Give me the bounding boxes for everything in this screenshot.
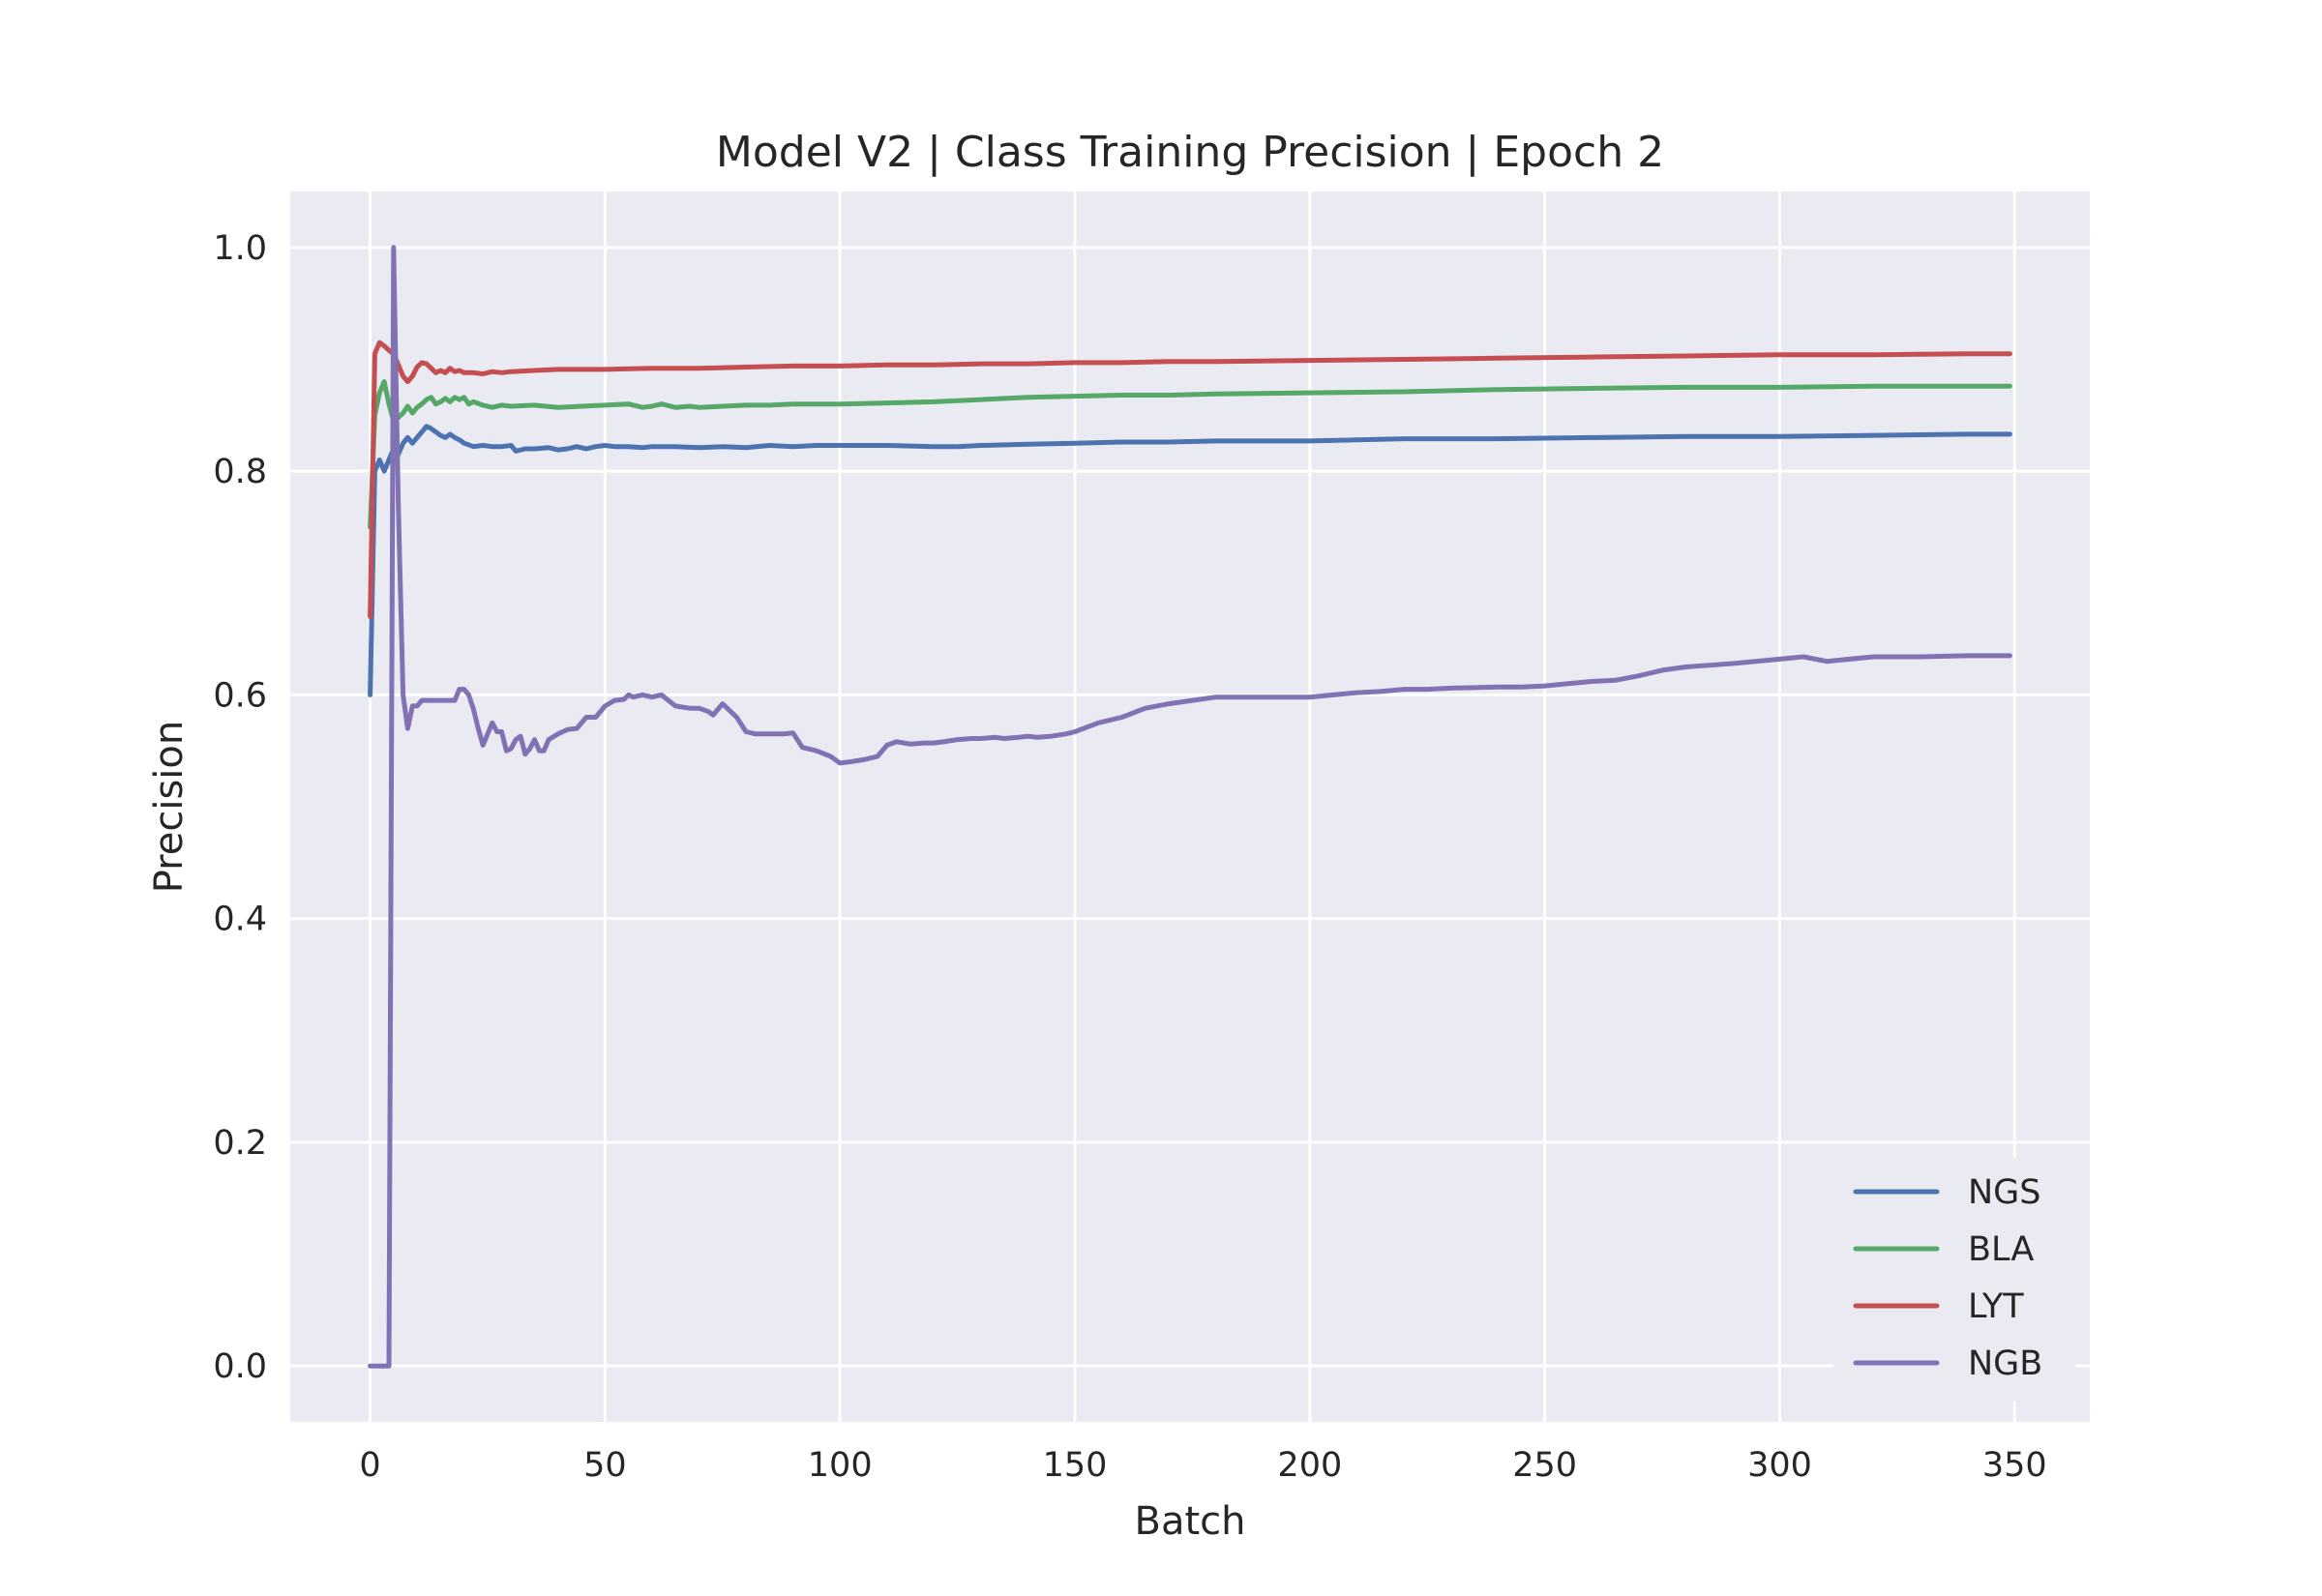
y-tick-label: 0.6 [213,676,267,715]
legend-label-ngb: NGB [1968,1345,2042,1383]
y-axis-label: Precision [147,721,192,893]
y-tick-label: 1.0 [213,229,267,268]
x-axis-label: Batch [1135,1499,1246,1544]
tick-layer: 0 50 100 150 200 250 300 350 0.0 0.2 0.4 0.6 0.8 1.0 [213,229,2046,1485]
plot-area [290,192,2090,1422]
series-layer [368,245,2012,1369]
x-tick-label: 200 [1277,1446,1342,1485]
x-tick-label: 0 [359,1446,380,1485]
series-line-ngb [368,245,2012,1369]
y-tick-label: 0.4 [213,901,267,939]
x-tick-label: 50 [583,1446,627,1485]
series-line-ngs [368,424,2012,697]
x-tick-label: 250 [1512,1446,1577,1485]
x-tick-label: 150 [1043,1446,1108,1485]
legend: NGS BLA LYT NGB [1833,1158,2075,1402]
series-line-lyt [368,340,2012,619]
legend-label-ngs: NGS [1968,1173,2041,1212]
x-tick-label: 300 [1747,1446,1812,1485]
series-line-bla [368,379,2012,530]
grid-layer [290,192,2090,1422]
chart-title: Model V2 | Class Training Precision | Ep… [716,128,1664,177]
legend-label-lyt: LYT [1968,1287,2024,1326]
y-tick-label: 0.8 [213,453,267,491]
y-tick-label: 0.2 [213,1124,267,1163]
y-tick-label: 0.0 [213,1347,267,1386]
x-tick-label: 100 [808,1446,873,1485]
x-tick-label: 350 [1982,1446,2047,1485]
legend-label-bla: BLA [1968,1230,2034,1269]
